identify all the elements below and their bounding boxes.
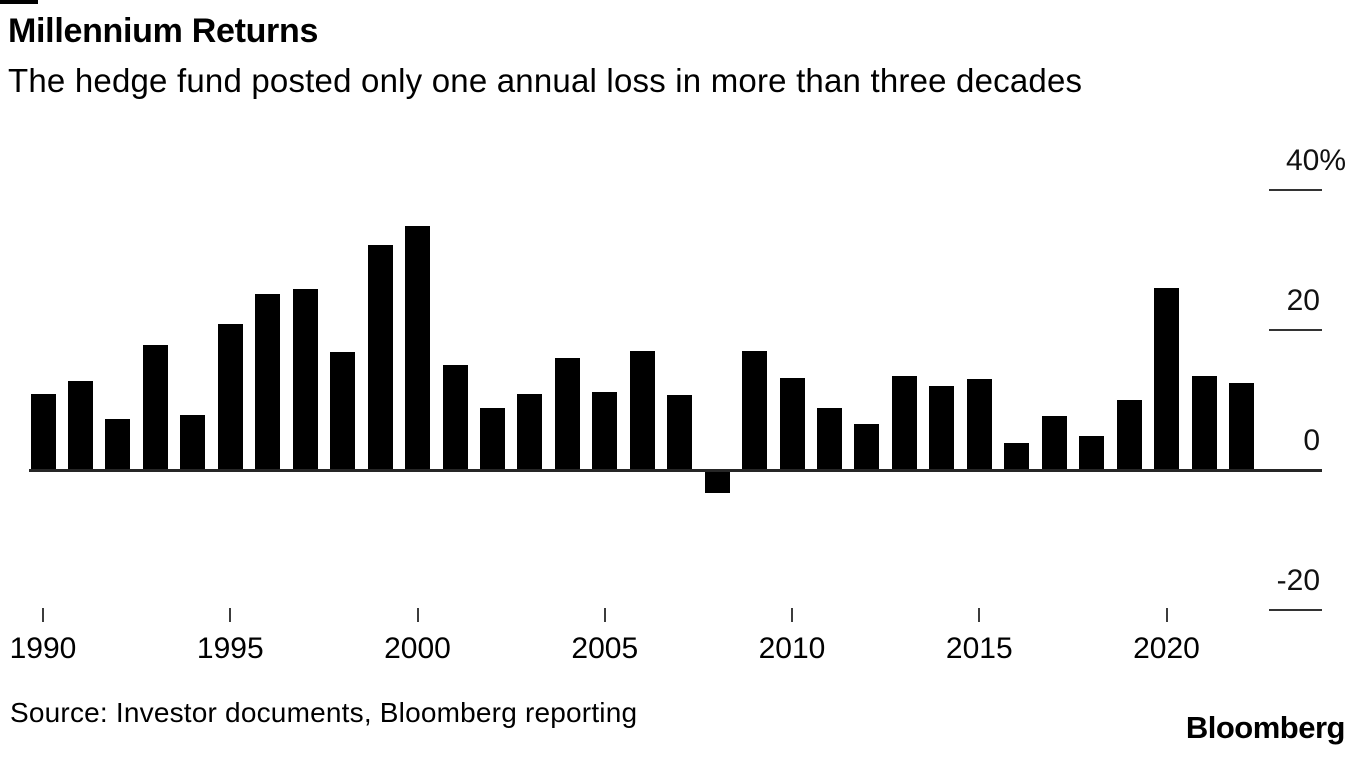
bar-2022 xyxy=(1228,383,1254,470)
bar-1993 xyxy=(142,345,168,470)
bar-1992 xyxy=(105,418,131,470)
x-tick-2015 xyxy=(978,608,981,622)
bar-2014 xyxy=(929,386,955,470)
x-axis-label-1990: 1990 xyxy=(9,632,77,665)
x-tick-1990 xyxy=(42,608,44,622)
bar-2012 xyxy=(854,423,880,470)
x-axis-label-2015: 2015 xyxy=(945,632,1013,665)
x-tick-2000 xyxy=(416,608,419,622)
x-axis-label-2020: 2020 xyxy=(1133,632,1200,665)
screenshot-crop-artifact xyxy=(0,0,38,4)
bar-1996 xyxy=(255,293,281,470)
y-axis-label-40: 40% xyxy=(1285,144,1346,177)
x-axis-label-2005: 2005 xyxy=(571,632,639,665)
bar-2006 xyxy=(629,351,655,470)
bar-1990 xyxy=(30,394,56,470)
bar-2021 xyxy=(1191,375,1217,470)
x-axis-label-2010: 2010 xyxy=(758,632,826,665)
bar-2003 xyxy=(517,393,543,470)
chart-title: Millennium Returns xyxy=(8,12,319,50)
y-axis-label--20: -20 xyxy=(1276,564,1320,597)
bar-2004 xyxy=(554,358,580,470)
bar-2009 xyxy=(742,351,768,470)
source-note: Source: Investor documents, Bloomberg re… xyxy=(10,697,638,728)
x-tick-1995 xyxy=(229,608,232,622)
bar-2013 xyxy=(891,375,917,470)
x-axis-label-2000: 2000 xyxy=(384,632,451,665)
y-tick-line--20 xyxy=(1269,609,1322,611)
y-axis-label-0: 0 xyxy=(1303,424,1320,457)
bar-2007 xyxy=(667,395,693,470)
zero-axis-line xyxy=(29,469,1322,472)
bloomberg-logo: Bloomberg xyxy=(1185,710,1346,745)
bar-2001 xyxy=(442,365,468,470)
bar-1994 xyxy=(180,414,206,470)
y-tick-line-40 xyxy=(1269,189,1322,191)
y-tick-line-20 xyxy=(1269,329,1322,331)
bar-2000 xyxy=(405,225,430,470)
bar-2010 xyxy=(779,377,805,470)
bar-1995 xyxy=(217,324,243,470)
x-tick-2020 xyxy=(1165,608,1168,622)
bar-2016 xyxy=(1004,442,1030,470)
bar-2018 xyxy=(1079,436,1105,470)
bar-1997 xyxy=(292,288,318,470)
bar-2015 xyxy=(966,379,992,470)
bar-2011 xyxy=(817,408,842,470)
x-axis-label-1995: 1995 xyxy=(196,632,264,665)
x-tick-2010 xyxy=(791,608,793,622)
y-axis-label-20: 20 xyxy=(1286,284,1320,317)
bar-2008 xyxy=(704,470,730,494)
bar-1999 xyxy=(367,244,393,470)
x-tick-2005 xyxy=(603,608,606,622)
bar-2017 xyxy=(1041,416,1067,470)
chart-subtitle: The hedge fund posted only one annual lo… xyxy=(8,62,1083,99)
bar-2019 xyxy=(1116,400,1142,470)
bar-1998 xyxy=(330,351,356,470)
bar-1991 xyxy=(68,381,93,470)
bar-2020 xyxy=(1154,288,1179,470)
bar-2005 xyxy=(592,392,618,470)
bar-2002 xyxy=(479,408,505,470)
